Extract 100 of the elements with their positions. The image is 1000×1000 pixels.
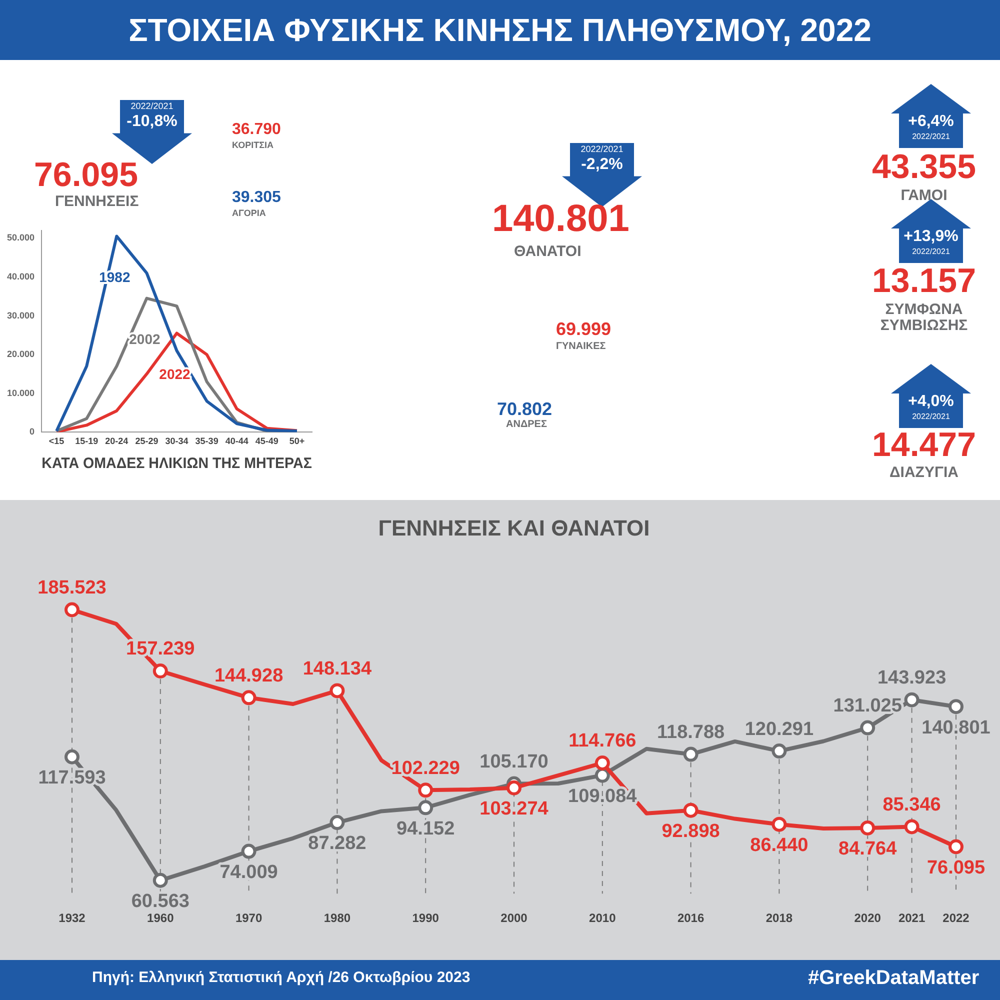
point: [904, 819, 920, 834]
text: 2022/2021: [911, 412, 951, 422]
text: -2,2%: [580, 156, 624, 174]
text: ΣΥΜΦΩΝΑ ΣΥΜΒΙΩΣΗΣ: [879, 301, 969, 334]
data-label: 85.346: [882, 794, 941, 816]
text: 36.790: [232, 121, 281, 139]
text: ΑΓΟΡΙΑ: [232, 208, 266, 218]
y-tick-label: 30.000: [6, 310, 35, 320]
text: 2022/2021: [911, 132, 951, 142]
text: -10,8%: [126, 113, 178, 131]
x-tick-label: 1960: [147, 911, 174, 926]
x-tick-label: 50+: [289, 436, 305, 446]
point: [418, 800, 434, 816]
x-tick-label: 15-19: [75, 436, 98, 446]
x-tick-label: 20-24: [105, 436, 128, 446]
x-tick-label: 40-44: [225, 436, 248, 446]
y-tick-label: 20.000: [6, 349, 35, 360]
data-label: 103.274: [480, 798, 549, 820]
x-tick-label: 2016: [677, 911, 704, 926]
x-tick-label: 25-29: [135, 436, 158, 446]
text: 2022/2021: [911, 247, 951, 256]
data-label: 86.440: [750, 835, 808, 856]
data-label: 185.523: [38, 577, 106, 598]
point: [418, 782, 434, 798]
data-label: 114.766: [568, 730, 636, 752]
data-label: 60.563: [131, 891, 190, 912]
point: [683, 746, 698, 762]
y-tick-label: 50.000: [6, 232, 35, 243]
point: [594, 755, 610, 770]
x-tick-label: 1980: [324, 911, 351, 926]
x-tick-label: 35-39: [195, 436, 218, 446]
point: [506, 780, 522, 796]
point: [330, 815, 345, 830]
data-label: 94.152: [396, 818, 455, 840]
data-label: 144.928: [214, 665, 284, 686]
x-tick-label: 1970: [235, 911, 262, 926]
x-tick-label: 2022: [942, 911, 970, 926]
point: [860, 720, 876, 736]
text: Πηγή: Ελληνική Στατιστική Αρχή /26 Οκτωβρίου 2023: [92, 969, 470, 986]
data-label: 118.788: [656, 722, 725, 744]
data-label: 84.764: [838, 838, 898, 860]
text: ΘΑΝΑΤΟΙ: [514, 243, 582, 260]
text: ΓΕΝΝΗΣΕΙΣ: [55, 193, 139, 210]
point: [241, 844, 256, 859]
text: ΓΑΜΟΙ: [900, 187, 948, 204]
point: [64, 602, 80, 618]
y-tick-label: 10.000: [6, 388, 35, 398]
point: [152, 664, 168, 679]
data-label: 92.898: [662, 821, 720, 842]
point: [683, 802, 698, 818]
data-label: 74.009: [220, 862, 278, 883]
point: [948, 839, 964, 854]
x-tick-label: 2000: [500, 911, 528, 926]
text: ΚΟΡΙΤΣΙΑ: [232, 140, 274, 150]
series-label: 2022: [159, 366, 191, 382]
text: 13.157: [871, 262, 977, 300]
x-tick-label: 1932: [58, 911, 86, 926]
text: ΑΝΔΡΕΣ: [506, 419, 547, 430]
data-label: 140.801: [922, 717, 991, 738]
y-tick-label: 0: [30, 426, 35, 437]
point: [330, 683, 345, 698]
point: [64, 749, 80, 764]
data-label: 143.923: [877, 668, 946, 689]
data-label: 120.291: [744, 718, 814, 740]
text: +6,4%: [907, 113, 955, 131]
x-tick-label: 2021: [898, 911, 926, 926]
data-label: 87.282: [308, 833, 366, 854]
point: [241, 690, 256, 706]
text: +4,0%: [907, 393, 955, 411]
point: [152, 872, 168, 888]
text: 70.802: [497, 399, 552, 419]
data-label: 148.134: [302, 658, 372, 680]
text: +13,9%: [902, 228, 960, 246]
text: 76.095: [34, 156, 138, 194]
text: 140.801: [492, 198, 630, 240]
x-tick-label: 30-34: [165, 436, 188, 446]
text: 39.305: [232, 189, 281, 207]
x-tick-label: 2010: [589, 911, 616, 926]
point: [860, 820, 876, 836]
data-label: 105.170: [480, 752, 548, 773]
x-tick-label: 1990: [412, 911, 440, 926]
text: ΔΙΑΖΥΓΙΑ: [888, 464, 960, 481]
data-label: 131.025: [833, 696, 902, 717]
text: 2022/2021: [130, 101, 174, 112]
series-label: 2002: [129, 331, 160, 348]
point: [772, 744, 787, 759]
data-label: 76.095: [926, 857, 986, 878]
point: [772, 816, 787, 832]
text: 43.355: [871, 148, 977, 186]
x-tick-label: 2020: [854, 911, 882, 926]
text: ΣΤΟΙΧΕΙΑ ΦΥΣΙΚΗΣ ΚΙΝΗΣΗΣ ΠΛΗΘΥΣΜΟΥ, 2022: [0, 0, 1000, 60]
x-tick-label: <15: [48, 436, 64, 446]
point: [594, 768, 610, 783]
data-label: 102.229: [391, 758, 460, 779]
x-tick-label: 2018: [766, 911, 793, 926]
text: ΓΥΝΑΙΚΕΣ: [556, 341, 606, 352]
chart-title: ΓΕΝΝΗΣΕΙΣ ΚΑΙ ΘΑΝΑΤΟΙ: [378, 515, 650, 540]
x-axis-title: ΚΑΤΑ ΟΜΑΔΕΣ ΗΛΙΚΙΩΝ ΤΗΣ ΜΗΤΕΡΑΣ: [42, 456, 312, 472]
text: 69.999: [556, 319, 612, 339]
text: 14.477: [871, 426, 977, 464]
